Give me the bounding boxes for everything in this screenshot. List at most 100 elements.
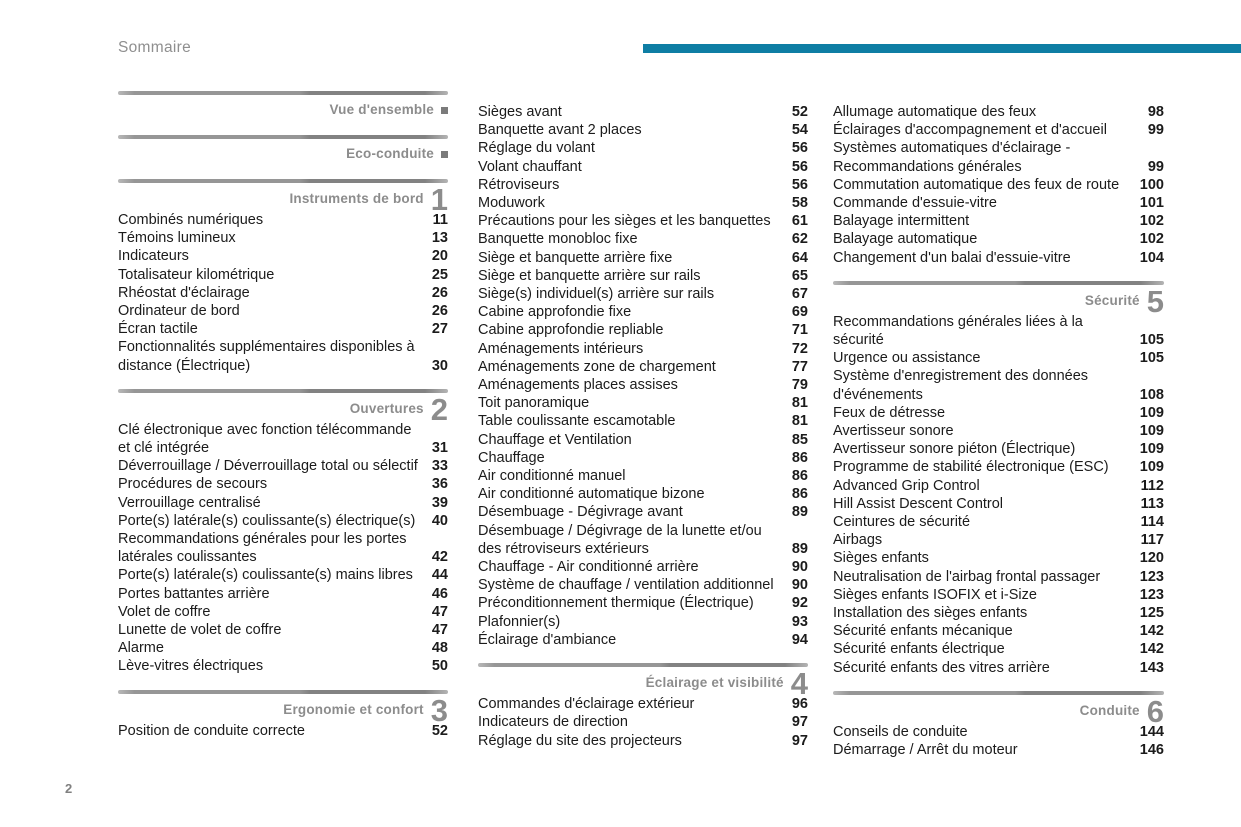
- entry-label: Ordinateur de bord: [118, 303, 240, 320]
- entry-label: Rhéostat d'éclairage: [118, 284, 250, 301]
- entry-page-number: 85: [791, 431, 808, 448]
- entry-label: Chauffage et Ventilation: [478, 431, 632, 448]
- entry-label: Aménagements intérieurs: [478, 340, 644, 357]
- entry-label: Sécurité enfants des vitres arrière: [833, 659, 1050, 676]
- entry-page-number: 44: [431, 567, 448, 584]
- entry-page-number: 36: [431, 476, 448, 493]
- toc-entry: Aménagements zone de chargement 77: [478, 358, 808, 376]
- section-number: 5: [1146, 283, 1164, 319]
- section-divider: [118, 689, 448, 694]
- entry-page-number: 65: [791, 267, 808, 284]
- entry-label: Air conditionné manuel: [478, 468, 626, 485]
- section-number: 6: [1146, 693, 1164, 729]
- entry-page-number: 108: [1139, 386, 1164, 403]
- entry-page-number: 56: [791, 176, 808, 193]
- section-divider: [833, 280, 1164, 285]
- toc-entry: Airbags 117: [833, 531, 1164, 549]
- entry-page-number: 104: [1139, 249, 1164, 266]
- toc-entry: Hill Assist Descent Control 113: [833, 495, 1164, 513]
- entry-page-number: 64: [791, 249, 808, 266]
- entry-page-number: 89: [791, 504, 808, 521]
- entry-label: Sièges enfants: [833, 550, 929, 567]
- entry-label: Alarme: [118, 640, 164, 657]
- toc-entry: Balayage automatique 102: [833, 230, 1164, 248]
- toc-entry: Réglage du site des projecteurs 97: [478, 732, 808, 750]
- entry-label: Sécurité enfants électrique: [833, 641, 1005, 658]
- entry-label: Siège(s) individuel(s) arrière sur rails: [478, 286, 715, 303]
- entry-page-number: 54: [791, 122, 808, 139]
- entry-label: Portes battantes arrière: [118, 585, 270, 602]
- entry-label: Recommandations générales liées à la séc…: [833, 313, 1083, 349]
- entry-page-number: 146: [1139, 742, 1164, 759]
- entry-label: Système d'enregistrement des données d'é…: [833, 368, 1089, 403]
- toc-entry: Feux de détresse 109: [833, 404, 1164, 422]
- entry-label: Combinés numériques: [118, 212, 264, 228]
- toc-section-block: Instruments de bord 1 Combinés numériques 1…: [118, 179, 448, 375]
- entry-label: Chauffage: [478, 449, 545, 466]
- toc-entry: Changement d'un balai d'essuie-vitre 104: [833, 249, 1164, 267]
- toc-entry-list: Recommandations générales liées à la séc…: [833, 313, 1164, 677]
- entry-label: Avertisseur sonore: [833, 423, 954, 440]
- entry-label: Changement d'un balai d'essuie-vitre: [833, 249, 1071, 266]
- entry-label: Fonctionnalités supplémentaires disponib…: [118, 339, 415, 374]
- toc-entry: Volet de coffre 47: [118, 603, 448, 621]
- entry-label: Chauffage - Air conditionné arrière: [478, 559, 699, 576]
- toc-entry: Écran tactile 27: [118, 320, 448, 338]
- entry-label: Désembuage - Dégivrage avant: [478, 504, 683, 521]
- entry-page-number: 144: [1139, 723, 1164, 740]
- section-title: Vue d'ensemble: [329, 102, 434, 117]
- toc-entry: Préconditionnement thermique (Électrique…: [478, 594, 808, 612]
- toc-entry: Totalisateur kilométrique 25: [118, 266, 448, 284]
- entry-label: Sécurité enfants mécanique: [833, 623, 1013, 640]
- entry-page-number: 27: [431, 321, 448, 338]
- entry-label: Position de conduite correcte: [118, 722, 305, 739]
- entry-label: Commutation automatique des feux de rout…: [833, 176, 1120, 193]
- entry-page-number: 99: [1147, 122, 1164, 139]
- entry-label: Lunette de volet de coffre: [118, 622, 282, 639]
- toc-entry: Système de chauffage / ventilation addit…: [478, 576, 808, 594]
- section-square-marker-icon: [441, 151, 448, 158]
- entry-label: Totalisateur kilométrique: [118, 266, 275, 283]
- entry-label: Advanced Grip Control: [833, 477, 980, 494]
- entry-label: Verrouillage centralisé: [118, 494, 261, 511]
- toc-entry-list: Position de conduite correcte 52: [118, 722, 448, 740]
- section-divider: [118, 135, 448, 139]
- section-divider: [118, 388, 448, 393]
- section-number: 3: [430, 692, 448, 728]
- entry-label: Hill Assist Descent Control: [833, 495, 1004, 512]
- entry-page-number: 90: [791, 577, 808, 594]
- entry-page-number: 102: [1139, 213, 1164, 230]
- entry-page-number: 123: [1139, 586, 1164, 603]
- entry-label: Recommandations générales pour les porte…: [118, 531, 407, 566]
- toc-section-block: Vue d'ensemble: [118, 91, 448, 118]
- section-title: Conduite: [1079, 702, 1140, 718]
- section-divider: [118, 179, 448, 183]
- entry-label: Installation des sièges enfants: [833, 605, 1028, 622]
- toc-entry: Advanced Grip Control 112: [833, 477, 1164, 495]
- entry-page-number: 47: [431, 622, 448, 639]
- entry-page-number: 61: [791, 213, 808, 230]
- entry-label: Balayage intermittent: [833, 213, 970, 230]
- toc-entry: Banquette monobloc fixe 62: [478, 230, 808, 248]
- section-header: Eco-conduite: [118, 146, 448, 162]
- toc-entry: Cabine approfondie repliable 71: [478, 321, 808, 339]
- toc-entry: Conseils de conduite 144: [833, 723, 1164, 741]
- entry-page-number: 52: [431, 722, 448, 739]
- toc-entry: Recommandations générales liées à la séc…: [833, 313, 1164, 349]
- entry-label: Aménagements places assises: [478, 377, 678, 394]
- toc-entry: Air conditionné automatique bizone 86: [478, 485, 808, 503]
- entry-page-number: 52: [791, 104, 808, 120]
- section-square-marker-icon: [441, 107, 448, 114]
- entry-label: Préconditionnement thermique (Électrique…: [478, 595, 754, 612]
- entry-label: Urgence ou assistance: [833, 350, 981, 367]
- toc-entry: Ceintures de sécurité 114: [833, 513, 1164, 531]
- section-title: Ergonomie et confort: [283, 701, 424, 717]
- entry-page-number: 77: [791, 358, 808, 375]
- toc-column-3: Allumage automatique des feux 98 Éclairage…: [833, 91, 1164, 773]
- toc-entry: Recommandations générales pour les porte…: [118, 530, 448, 566]
- toc-entry: Commande d'essuie-vitre 101: [833, 194, 1164, 212]
- entry-page-number: 120: [1139, 550, 1164, 567]
- entry-label: Commande d'essuie-vitre: [833, 195, 997, 212]
- toc-entry-list: Conseils de conduite 144 Démarrage / Arrêt…: [833, 723, 1164, 759]
